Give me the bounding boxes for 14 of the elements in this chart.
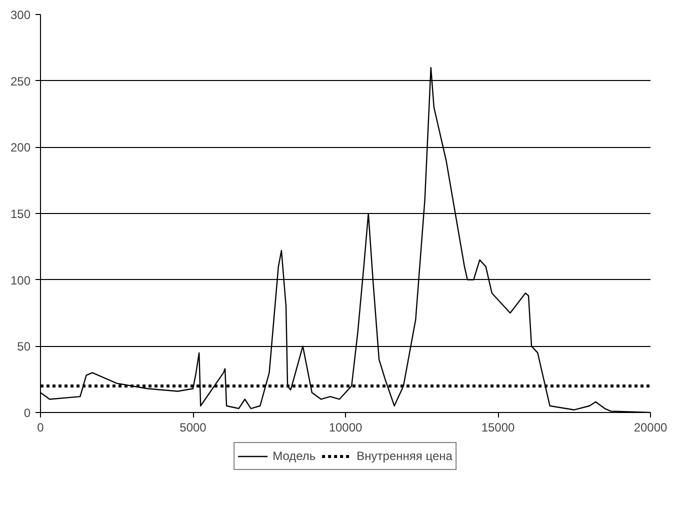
x-tick-label: 0: [37, 420, 44, 434]
y-tick-label: 0: [24, 406, 31, 420]
x-tick-label: 5000: [180, 420, 207, 434]
y-tick-label: 50: [17, 340, 31, 354]
x-tick-label: 20000: [634, 420, 668, 434]
legend-label: Внутренняя цена: [356, 449, 452, 463]
y-tick-label: 200: [10, 140, 31, 155]
x-tick-label: 10000: [328, 420, 363, 434]
y-tick-label: 100: [10, 273, 31, 288]
y-tick-label: 300: [10, 8, 31, 22]
y-tick-label: 150: [10, 207, 31, 221]
x-tick-label: 15000: [481, 420, 516, 434]
y-tick-label: 250: [10, 74, 31, 88]
legend-label: Модель: [272, 449, 316, 463]
